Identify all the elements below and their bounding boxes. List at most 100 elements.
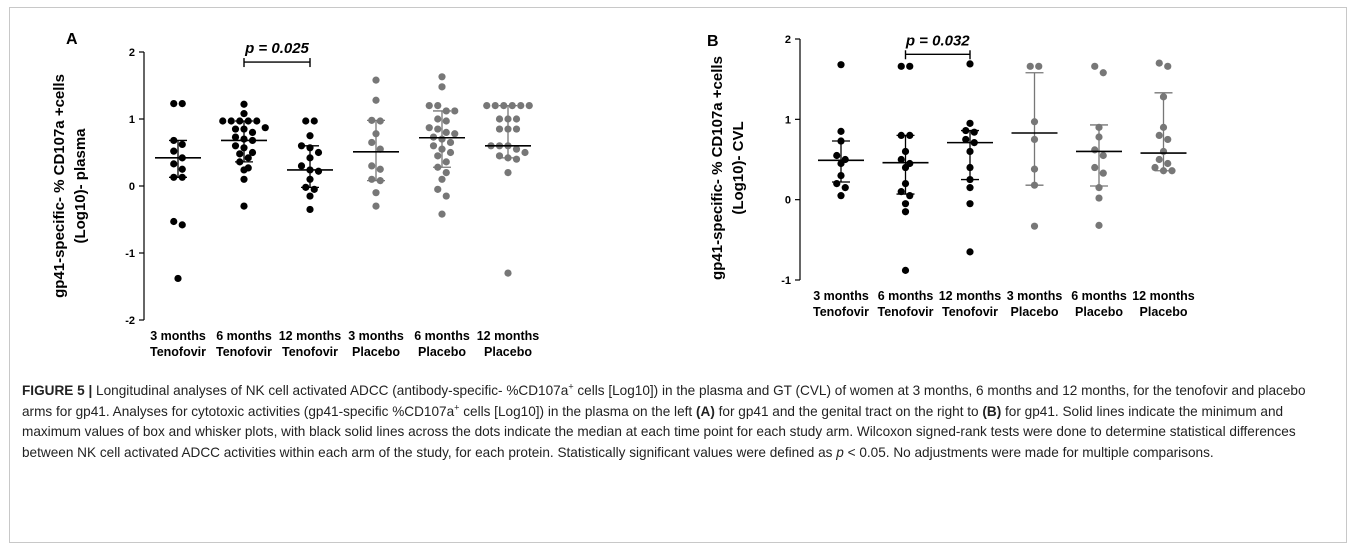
data-point bbox=[178, 140, 186, 149]
data-point bbox=[368, 162, 376, 170]
data-point bbox=[240, 175, 248, 183]
data-point bbox=[376, 117, 384, 125]
data-point bbox=[833, 180, 841, 188]
y-tick-label: 1 bbox=[129, 114, 135, 126]
y-tick-label: -2 bbox=[125, 315, 135, 327]
data-point bbox=[372, 96, 380, 104]
data-point bbox=[170, 99, 178, 108]
data-point bbox=[966, 119, 974, 127]
data-point bbox=[837, 137, 845, 145]
data-point bbox=[1095, 123, 1103, 131]
data-point bbox=[1030, 222, 1039, 230]
data-point bbox=[240, 202, 248, 210]
x-tick-label: 6 months bbox=[216, 329, 272, 343]
data-point bbox=[495, 152, 504, 160]
data-point bbox=[966, 175, 974, 184]
y-axis-title: gp41-specific- % CD107a +cells bbox=[709, 56, 726, 280]
data-point bbox=[442, 158, 450, 166]
y-axis-title: (Log10)- CVL bbox=[730, 121, 747, 214]
caption-fragment: + bbox=[454, 401, 460, 412]
caption-fragment: (B) bbox=[982, 403, 1002, 419]
data-point bbox=[236, 150, 244, 158]
data-point bbox=[897, 131, 905, 139]
data-point bbox=[1091, 146, 1099, 154]
data-point bbox=[442, 192, 450, 200]
data-point bbox=[372, 130, 380, 138]
data-point bbox=[1030, 165, 1039, 173]
data-point bbox=[1091, 163, 1099, 172]
data-point bbox=[906, 192, 914, 200]
data-point bbox=[495, 125, 504, 133]
data-point bbox=[376, 165, 384, 173]
data-point bbox=[512, 145, 521, 153]
data-point bbox=[517, 102, 525, 110]
y-tick-label: 1 bbox=[785, 114, 791, 126]
data-point bbox=[219, 117, 227, 125]
data-point bbox=[434, 185, 442, 193]
data-point bbox=[253, 117, 261, 125]
data-point bbox=[901, 180, 910, 188]
p-value-label: p = 0.032 bbox=[905, 32, 970, 49]
data-point bbox=[314, 167, 323, 175]
data-point bbox=[906, 131, 914, 139]
caption-fragment: p bbox=[836, 444, 844, 460]
x-tick-label: Tenofovir bbox=[942, 305, 998, 319]
panel-label: B bbox=[707, 33, 719, 50]
caption-fragment: Longitudinal analyses of NK cell activat… bbox=[92, 383, 569, 398]
data-point bbox=[372, 202, 380, 210]
caption-label: FIGURE 5 | bbox=[22, 383, 93, 398]
data-point bbox=[438, 210, 446, 218]
data-point bbox=[425, 124, 433, 132]
data-point bbox=[521, 148, 529, 157]
data-point bbox=[901, 147, 910, 156]
figure-frame bbox=[9, 7, 1347, 543]
x-tick-label: 6 months bbox=[1071, 289, 1127, 303]
data-point bbox=[1099, 169, 1107, 177]
data-point bbox=[438, 175, 446, 183]
data-point bbox=[438, 83, 446, 91]
data-point bbox=[966, 248, 974, 256]
x-tick-label: Tenofovir bbox=[216, 345, 272, 359]
data-point bbox=[240, 100, 248, 108]
y-tick-label: -1 bbox=[125, 248, 135, 260]
x-tick-label: Tenofovir bbox=[150, 345, 206, 359]
data-point bbox=[901, 163, 910, 172]
data-point bbox=[178, 221, 186, 229]
data-point bbox=[434, 152, 442, 160]
data-point bbox=[446, 148, 455, 157]
x-tick-label: Placebo bbox=[1140, 305, 1188, 319]
data-point bbox=[504, 115, 512, 123]
data-point bbox=[966, 163, 974, 172]
data-point bbox=[368, 138, 376, 147]
data-point bbox=[174, 274, 182, 283]
data-point bbox=[483, 102, 491, 110]
data-point bbox=[451, 130, 459, 138]
data-point bbox=[966, 147, 974, 156]
y-tick-label: 2 bbox=[129, 47, 135, 59]
data-point bbox=[966, 184, 974, 192]
data-point bbox=[1164, 159, 1172, 168]
data-point bbox=[1155, 155, 1163, 164]
data-point bbox=[1099, 151, 1107, 160]
data-point bbox=[170, 147, 178, 155]
data-point bbox=[306, 132, 314, 140]
data-point bbox=[306, 144, 314, 152]
data-point bbox=[442, 107, 450, 115]
data-point bbox=[1030, 135, 1039, 144]
data-point bbox=[901, 200, 910, 208]
data-point bbox=[1164, 62, 1172, 70]
data-point bbox=[248, 148, 257, 157]
x-tick-label: 6 months bbox=[414, 329, 470, 343]
data-point bbox=[1026, 62, 1034, 70]
data-point bbox=[1095, 133, 1103, 141]
data-point bbox=[178, 173, 186, 181]
y-axis-title: gp41-specific- % CD107a +cells bbox=[51, 74, 68, 298]
x-tick-label: Placebo bbox=[1011, 305, 1059, 319]
data-point bbox=[170, 173, 178, 181]
data-point bbox=[1155, 59, 1163, 67]
caption-fragment: + bbox=[568, 381, 574, 392]
figure-caption: FIGURE 5 | Longitudinal analyses of NK c… bbox=[22, 381, 1337, 463]
caption-fragment: for gp41. Solid lines indicate the minim… bbox=[22, 403, 1296, 460]
